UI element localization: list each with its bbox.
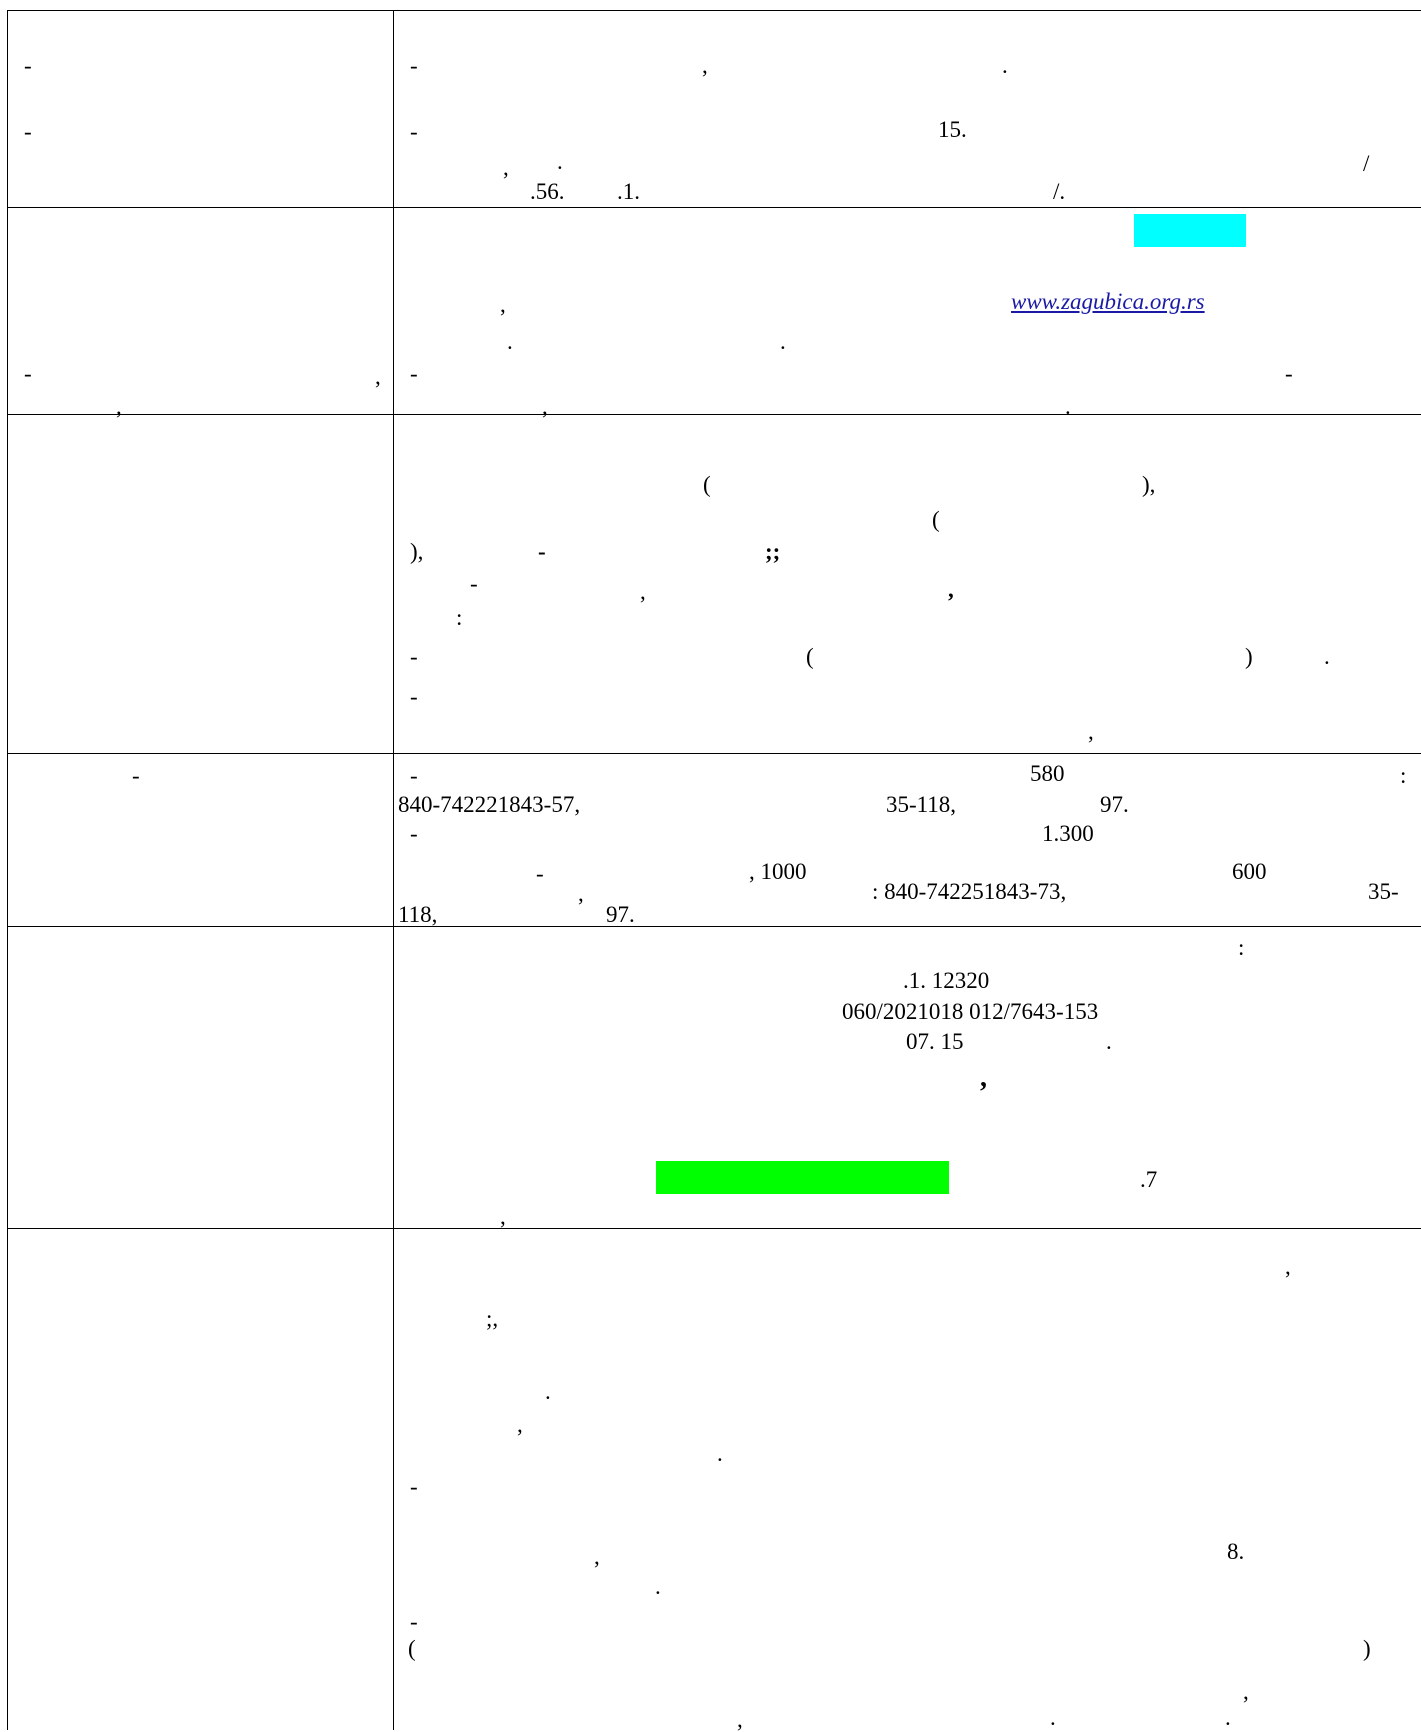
row1-left-dash-1: -	[24, 53, 32, 78]
row1-text: ,	[503, 155, 509, 180]
row2-text: ,	[542, 394, 548, 419]
row4-text: 35-118,	[886, 792, 957, 817]
cyan-highlight	[1134, 214, 1246, 247]
row3-text: ),	[1142, 472, 1156, 497]
row-divider-2	[7, 414, 1421, 415]
row6-text: -	[410, 1609, 418, 1634]
row3-text: :	[456, 605, 463, 630]
row6-text: .	[717, 1441, 723, 1466]
row6-text: ,	[1285, 1254, 1291, 1279]
row6-text: (	[408, 1636, 416, 1661]
table-column-divider	[393, 10, 394, 1730]
row4-text: -	[536, 861, 544, 886]
row1-text: .56.	[530, 179, 565, 204]
row3-text: -	[538, 539, 546, 564]
row2-left-text: ,	[116, 394, 122, 419]
row6-text: .	[655, 1574, 661, 1599]
row5-text: 060/2021018 012/7643-153	[842, 999, 1099, 1024]
row4-text: :	[1400, 763, 1407, 788]
row3-text: ,	[948, 577, 954, 602]
row2-text: ,	[500, 292, 506, 317]
row1-text: 15.	[938, 117, 967, 142]
row1-text: .1.	[617, 179, 640, 204]
row2-text: -	[1285, 361, 1293, 386]
row6-text: ,	[1243, 1679, 1249, 1704]
row1-text: -	[410, 119, 418, 144]
row3-text: (	[703, 472, 711, 497]
row4-text: 35-	[1368, 879, 1399, 904]
row4-text: 600	[1232, 859, 1267, 884]
row4-text: 1.300	[1042, 821, 1094, 846]
row1-text: ,	[702, 53, 708, 78]
row6-text: -	[410, 1474, 418, 1499]
row4-text: 840-742221843-57,	[398, 792, 581, 817]
row4-text: : 840-742251843-73,	[872, 879, 1067, 904]
row4-text: 580	[1030, 761, 1065, 786]
row2-text: .	[780, 329, 786, 354]
row4-text: 118,	[398, 902, 438, 927]
row2-text: -	[410, 361, 418, 386]
row5-text: :	[1238, 935, 1245, 960]
row-divider-5	[7, 1228, 1421, 1229]
row1-text: /	[1363, 151, 1370, 176]
row3-text: ),	[410, 539, 424, 564]
row6-text: ,	[594, 1544, 600, 1569]
row3-text: )	[1245, 644, 1253, 669]
row6-text: )	[1363, 1636, 1371, 1661]
row1-left-dash-2: -	[24, 119, 32, 144]
row3-text: ;;	[765, 539, 781, 564]
row4-text: 97.	[1100, 792, 1129, 817]
row6-text: ;,	[486, 1306, 499, 1331]
row4-text: 97.	[606, 902, 635, 927]
row5-text: .	[1106, 1029, 1112, 1054]
row3-text: -	[410, 684, 418, 709]
row6-text: ,	[737, 1707, 743, 1732]
row6-text: .	[1050, 1705, 1056, 1730]
row4-text: -	[410, 821, 418, 846]
row6-text: ,	[517, 1412, 523, 1437]
row5-text: ,	[980, 1062, 987, 1093]
row1-text: -	[410, 53, 418, 78]
row1-text: .	[557, 149, 563, 174]
row2-left-dash: -	[24, 361, 32, 386]
row4-text: ,	[578, 881, 584, 906]
row6-text: .	[545, 1379, 551, 1404]
table-border-top	[7, 10, 1421, 11]
row-divider-4	[7, 926, 1421, 927]
row6-text: .	[1225, 1705, 1231, 1730]
row4-left-dash: -	[132, 763, 140, 788]
row3-text: ,	[640, 579, 646, 604]
row3-text: -	[410, 644, 418, 669]
row4-text: -	[410, 763, 418, 788]
row6-text: 8.	[1227, 1539, 1245, 1564]
row3-text: ,	[1088, 719, 1094, 744]
row5-text: .1. 12320	[903, 968, 990, 993]
website-link[interactable]: www.zagubica.org.rs	[1011, 289, 1205, 314]
row4-text: , 1000	[749, 859, 807, 884]
green-highlight	[656, 1161, 949, 1194]
row3-text: (	[932, 507, 940, 532]
row3-text: -	[470, 571, 478, 596]
row5-text: ,	[500, 1204, 506, 1229]
row-divider-1	[7, 207, 1421, 208]
row2-left-text: ,	[375, 364, 381, 389]
row-divider-3	[7, 753, 1421, 754]
row1-text: /.	[1053, 179, 1066, 204]
row5-text: .7	[1140, 1167, 1158, 1192]
table-border-left	[7, 10, 8, 1730]
row2-text: .	[1065, 394, 1071, 419]
row3-text: .	[1324, 644, 1330, 669]
row5-text: 07. 15	[906, 1029, 964, 1054]
row2-text: .	[507, 329, 513, 354]
row3-text: (	[806, 644, 814, 669]
row1-text: .	[1002, 53, 1008, 78]
